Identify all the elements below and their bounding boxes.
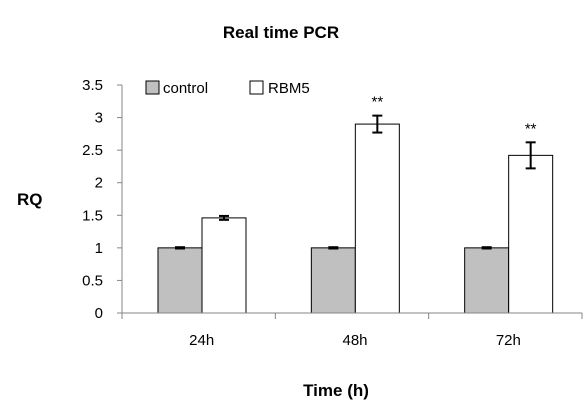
x-tick-label: 72h bbox=[496, 332, 521, 349]
bar-control-72h bbox=[464, 247, 510, 314]
x-axis-ticks: 24h 48h 72h bbox=[121, 313, 583, 349]
error-bar bbox=[219, 214, 229, 221]
y-tick-label: 3 bbox=[95, 110, 103, 127]
error-bar bbox=[175, 246, 185, 250]
chart-title: Real time PCR bbox=[223, 23, 339, 42]
legend-swatch-rbm5 bbox=[249, 80, 264, 95]
y-tick-label: 2 bbox=[95, 175, 103, 192]
legend-swatch-control bbox=[145, 80, 160, 95]
x-axis-title: Time (h) bbox=[303, 381, 369, 400]
error-bar bbox=[372, 114, 383, 134]
y-tick-label: 0 bbox=[95, 305, 103, 322]
error-bar bbox=[328, 246, 339, 250]
bars-group bbox=[157, 123, 554, 314]
legend-label-control: control bbox=[163, 80, 208, 97]
bar-control-48h bbox=[310, 247, 356, 314]
bar-rbm5-24h bbox=[201, 217, 247, 314]
significance-label: ** bbox=[525, 120, 537, 137]
y-tick-label: 0.5 bbox=[82, 272, 103, 289]
bar-rbm5-72h bbox=[508, 154, 554, 314]
legend: control RBM5 bbox=[145, 80, 310, 97]
error-bars-group bbox=[175, 114, 536, 250]
significance-label: ** bbox=[371, 94, 383, 111]
y-axis-title: RQ bbox=[17, 190, 43, 209]
y-tick-label: 1.5 bbox=[82, 207, 103, 224]
y-tick-label: 3.5 bbox=[82, 77, 103, 94]
annotations-group: ** ** bbox=[371, 94, 536, 138]
error-bar bbox=[481, 246, 492, 250]
y-axis-ticks: 0 0.5 1 1.5 2 2.5 3 3.5 bbox=[82, 77, 122, 322]
bar-rbm5-48h bbox=[354, 123, 400, 314]
bar-control-24h bbox=[157, 247, 203, 314]
x-tick-label: 48h bbox=[342, 332, 367, 349]
error-bar bbox=[525, 141, 536, 170]
legend-label-rbm5: RBM5 bbox=[268, 80, 310, 97]
x-tick-label: 24h bbox=[189, 332, 214, 349]
y-tick-label: 2.5 bbox=[82, 142, 103, 159]
y-tick-label: 1 bbox=[95, 240, 103, 257]
